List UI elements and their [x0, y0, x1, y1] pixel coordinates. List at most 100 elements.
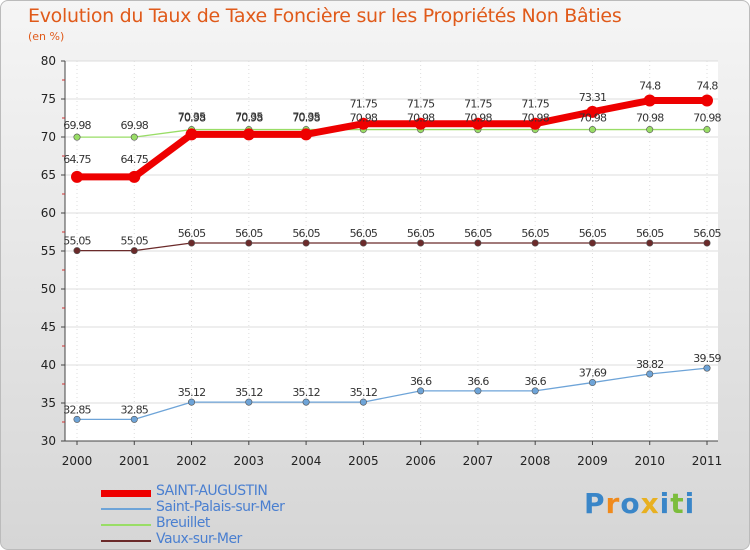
logo-letter: i	[684, 487, 696, 520]
data-label: 70.98	[693, 112, 721, 125]
data-label: 69.98	[121, 119, 149, 132]
series-line-3	[77, 242, 707, 252]
chart-title: Evolution du Taux de Taxe Foncière sur l…	[28, 5, 622, 27]
data-label: 73.31	[579, 91, 607, 104]
data-labels-layer: 64.75 64.75 70.35 70.35 70.35 71.75 71.75 71.75…	[63, 80, 722, 417]
y-tick-label: 65	[41, 168, 56, 182]
data-label: 71.75	[350, 98, 378, 111]
series-point-1	[646, 370, 654, 378]
data-label: 56.05	[464, 227, 492, 240]
data-label: 70.98	[464, 112, 492, 125]
series-point-1	[188, 398, 196, 406]
series-point-1	[474, 387, 482, 395]
y-tick-label: 45	[41, 320, 56, 334]
series-point-2	[703, 126, 711, 134]
series-point-3	[531, 239, 539, 247]
y-tick-label: 30	[41, 434, 56, 448]
series-point-3	[188, 239, 196, 247]
y-tick-label: 60	[41, 206, 56, 220]
data-label: 36.6	[410, 375, 432, 388]
data-label: 56.05	[235, 227, 263, 240]
y-tick-label: 75	[41, 92, 56, 106]
data-label: 35.12	[292, 386, 320, 399]
legend-swatch	[101, 540, 151, 542]
logo-letter: i	[659, 487, 671, 520]
series-point-0	[300, 128, 313, 141]
logo-letter: t	[670, 487, 685, 520]
data-label: 70.98	[235, 112, 263, 125]
series-point-1	[245, 398, 253, 406]
logo-letter: o	[620, 487, 641, 520]
legend-label: Saint-Palais-sur-Mer	[156, 499, 285, 515]
data-label: 64.75	[121, 153, 149, 166]
series-point-3	[73, 247, 81, 255]
data-label: 32.85	[63, 403, 91, 416]
series-point-3	[588, 239, 596, 247]
y-tick-label: 35	[41, 396, 56, 410]
proxiti-logo: Proxiti	[584, 487, 695, 520]
legend-label: Vaux-sur-Mer	[156, 531, 242, 547]
series-point-1	[359, 398, 367, 406]
data-label: 74.8	[696, 80, 718, 93]
series-line-2	[77, 128, 707, 138]
data-label: 56.05	[579, 227, 607, 240]
x-tick-label: 2007	[463, 454, 494, 468]
data-label: 55.05	[63, 235, 91, 248]
line-chart: 30 35 40 45 50 55 60 65 70 75 80 2000 2001 2002 2003 20…	[41, 54, 723, 468]
series-point-2	[130, 133, 138, 141]
legend-label: SAINT-AUGUSTIN	[156, 483, 268, 499]
data-label: 36.6	[467, 375, 489, 388]
data-label: 56.05	[292, 227, 320, 240]
x-tick-label: 2004	[291, 454, 322, 468]
series-line-0	[77, 97, 707, 181]
series-point-0	[586, 105, 599, 118]
data-label: 56.05	[693, 227, 721, 240]
series-point-3	[417, 239, 425, 247]
series-point-0	[701, 94, 713, 107]
y-axis-unit-label: (en %)	[28, 30, 65, 43]
series-point-0	[643, 94, 656, 107]
logo-letter: x	[640, 487, 660, 520]
series-point-0	[185, 128, 198, 141]
x-tick-label: 2011	[692, 454, 723, 468]
data-label: 32.85	[121, 403, 149, 416]
series-point-1	[302, 398, 310, 406]
y-tick-label: 50	[41, 282, 56, 296]
axes: 30 35 40 45 50 55 60 65 70 75 80 2000 2001 2002 2003 20…	[41, 54, 723, 468]
data-label: 70.35	[292, 110, 320, 123]
series-point-2	[73, 133, 81, 141]
data-label: 39.59	[693, 352, 721, 365]
x-tick-label: 2003	[234, 454, 265, 468]
series-point-2	[646, 126, 654, 134]
data-label: 69.98	[63, 119, 91, 132]
legend-swatch	[101, 508, 151, 510]
series-point-3	[130, 247, 138, 255]
legend-label: Breuillet	[156, 515, 210, 531]
x-tick-label: 2000	[62, 454, 93, 468]
data-label: 71.75	[521, 98, 549, 111]
series-point-0	[471, 117, 484, 130]
data-label: 70.35	[235, 110, 263, 123]
series-point-0	[357, 117, 370, 130]
data-label: 74.8	[639, 80, 661, 93]
x-tick-label: 2002	[176, 454, 207, 468]
series-point-0	[71, 170, 83, 183]
series-point-3	[359, 239, 367, 247]
data-label: 56.05	[636, 227, 664, 240]
series-point-0	[242, 128, 255, 141]
data-label: 70.98	[350, 112, 378, 125]
y-tick-label: 40	[41, 358, 56, 372]
data-label: 35.12	[235, 386, 263, 399]
series-layer	[71, 94, 713, 423]
data-label: 56.05	[178, 227, 206, 240]
x-tick-label: 2006	[405, 454, 436, 468]
x-tick-label: 2010	[634, 454, 665, 468]
series-point-1	[73, 415, 81, 423]
series-point-3	[703, 239, 711, 247]
series-point-3	[646, 239, 654, 247]
series-point-3	[245, 239, 253, 247]
x-tick-label: 2009	[577, 454, 608, 468]
data-label: 35.12	[178, 386, 206, 399]
data-label: 71.75	[464, 98, 492, 111]
